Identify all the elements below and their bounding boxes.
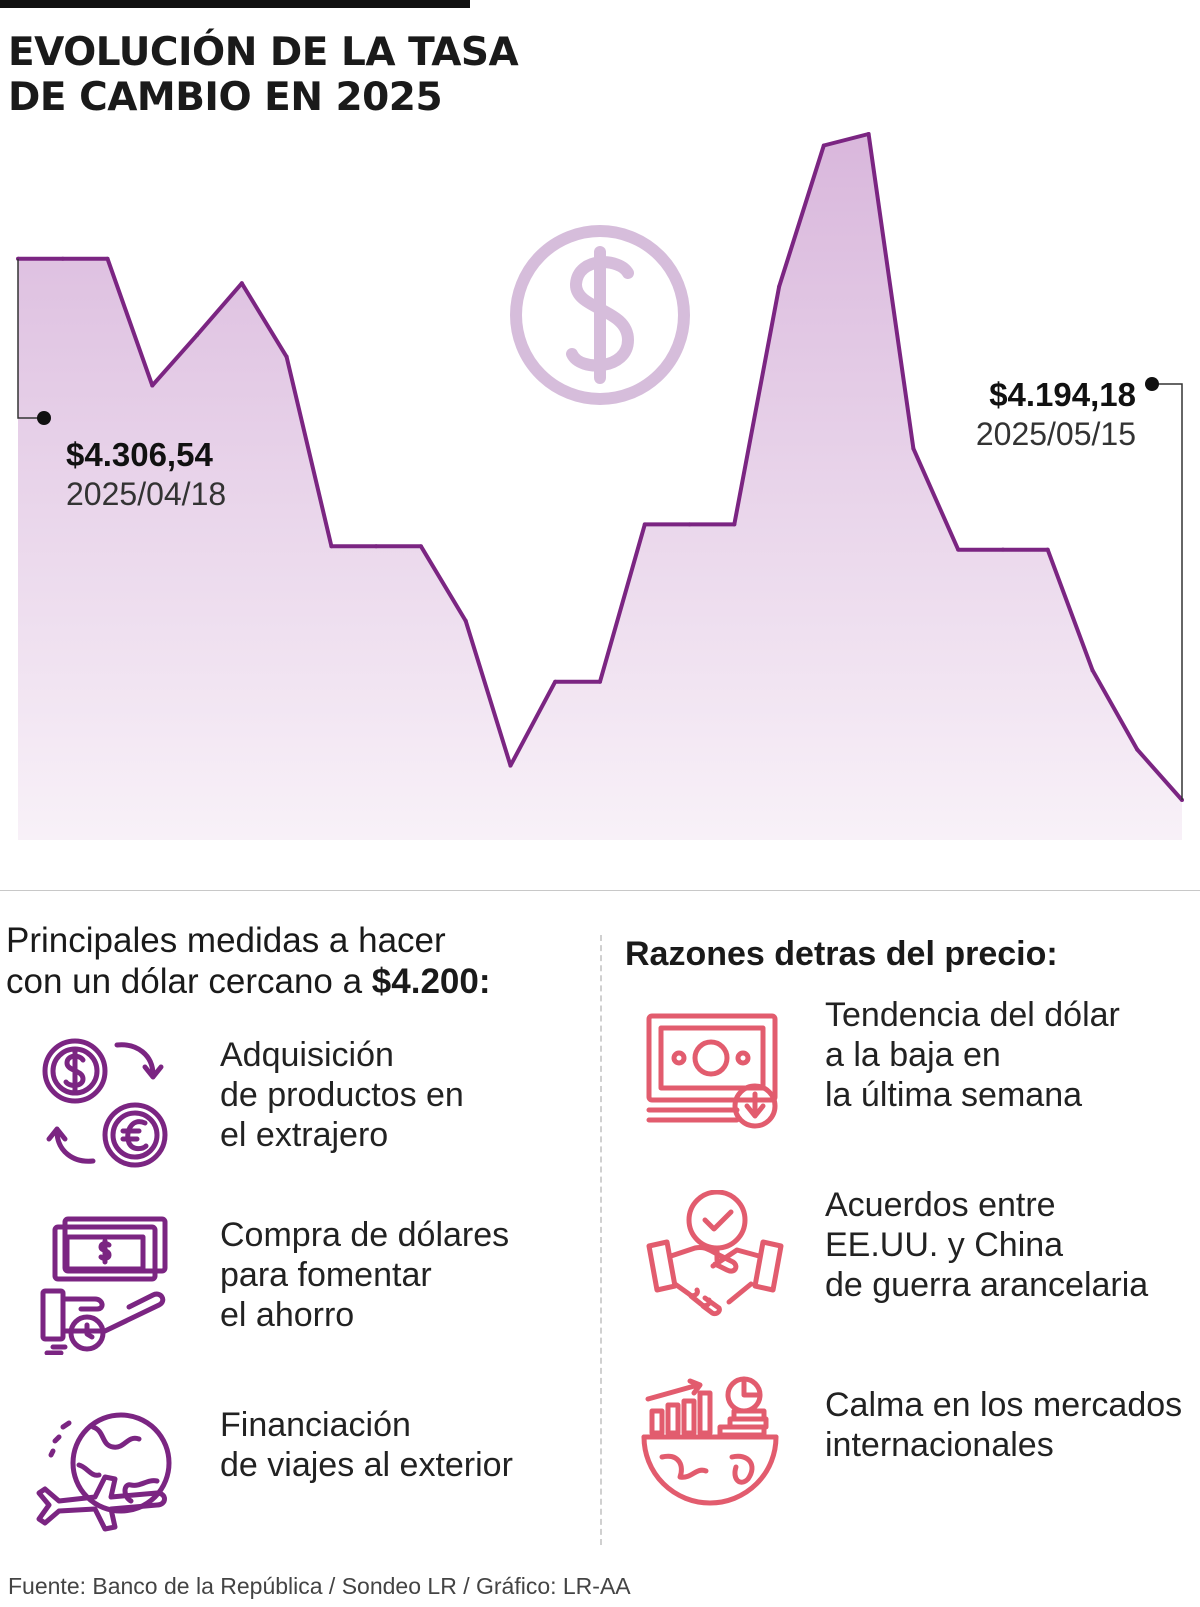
reason-item-1-text: Tendencia del dólar a la baja en la últi… — [825, 995, 1200, 1115]
reason-item-3-text: Calma en los mercados internacionales — [825, 1385, 1200, 1465]
measure-2-line-1: Compra de dólares — [220, 1216, 510, 1254]
measures-title-amount: $4.200: — [371, 962, 491, 1001]
chart-point — [777, 284, 782, 289]
reason-3-line-2: internacionales — [825, 1426, 1054, 1464]
reason-1-line-2: a la baja en — [825, 1036, 1001, 1074]
reasons-title: Razones detras del precio: — [625, 935, 1058, 973]
measures-title-line-1: Principales medidas a hacer — [6, 921, 446, 960]
end-value: $4.194,18 — [989, 376, 1136, 413]
chart-point — [1090, 668, 1095, 673]
reason-1-line-3: la última semana — [825, 1076, 1083, 1114]
measure-2-line-3: el ahorro — [220, 1296, 355, 1334]
reason-1-line-1: Tendencia del dólar — [825, 996, 1120, 1034]
airplane-globe-icon — [36, 1412, 172, 1532]
chart-point — [1000, 547, 1005, 552]
reason-item-2-text: Acuerdos entre EE.UU. y China de guerra … — [825, 1185, 1200, 1305]
reason-3-line-1: Calma en los mercados — [825, 1386, 1183, 1424]
title-line-2: DE CAMBIO EN 2025 — [8, 75, 443, 120]
start-date: 2025/04/18 — [66, 476, 227, 512]
chart-point — [418, 544, 423, 549]
chart-point — [150, 383, 155, 388]
chart-point — [60, 256, 65, 261]
start-value: $4.306,54 — [66, 436, 213, 473]
measure-item-2-text: Compra de dólares para fomentar el ahorr… — [220, 1215, 600, 1335]
chart-point — [105, 256, 110, 261]
global-market-icon — [641, 1376, 779, 1506]
measures-title: Principales medidas a hacer con un dólar… — [6, 920, 586, 1002]
measure-item-1-text: Adquisición de productos en el extrajero — [220, 1035, 600, 1155]
end-date: 2025/05/15 — [975, 416, 1136, 452]
dollar-coin-icon — [510, 225, 690, 405]
chart-point — [195, 332, 200, 337]
measures-title-line-2: con un dólar cercano a — [6, 962, 372, 1001]
measure-1-line-3: el extrajero — [220, 1116, 389, 1154]
chart-point — [598, 679, 602, 684]
chart-point — [1135, 747, 1140, 752]
chart-point — [956, 547, 961, 552]
title-line-1: EVOLUCIÓN DE LA TASA — [8, 30, 519, 75]
chart-point — [374, 544, 379, 549]
measure-1-line-2: de productos en — [220, 1076, 464, 1114]
exchange-rate-chart — [16, 132, 1184, 840]
start-callout-label: $4.306,54 2025/04/18 — [66, 438, 226, 510]
end-callout-leader — [1152, 383, 1183, 800]
chart-point — [284, 354, 289, 359]
chart-point — [463, 618, 468, 623]
currency-exchange-icon — [42, 1038, 168, 1168]
reason-2-line-3: de guerra arancelaria — [825, 1266, 1149, 1304]
reason-2-line-2: EE.UU. y China — [825, 1226, 1064, 1264]
reason-2-line-1: Acuerdos entre — [825, 1186, 1056, 1224]
start-callout-leader — [17, 258, 44, 419]
chart-point — [642, 522, 647, 527]
source-footer: Fuente: Banco de la República / Sondeo L… — [8, 1573, 631, 1599]
chart-point — [732, 522, 737, 527]
chart-point — [1045, 547, 1050, 552]
chart-point — [911, 446, 916, 451]
handshake-check-icon — [646, 1190, 784, 1317]
chart-point — [821, 143, 826, 148]
savings-hand-icon — [40, 1216, 168, 1355]
chart-point — [329, 544, 334, 549]
chart-point — [239, 281, 244, 286]
start-callout-dot — [37, 411, 51, 425]
measure-2-line-2: para fomentar — [220, 1256, 432, 1294]
measure-item-3-text: Financiación de viajes al exterior — [220, 1405, 600, 1485]
measure-3-line-2: de viajes al exterior — [220, 1446, 513, 1484]
measure-3-line-1: Financiación — [220, 1406, 411, 1444]
page-title: EVOLUCIÓN DE LA TASA DE CAMBIO EN 2025 — [8, 30, 608, 120]
chart-area-fill — [18, 134, 1182, 840]
column-divider — [600, 935, 602, 1545]
chart-point — [553, 679, 558, 684]
chart-point — [508, 763, 513, 768]
chart-point — [866, 132, 871, 136]
section-divider — [0, 890, 1200, 891]
top-rule — [0, 0, 470, 8]
chart-point — [687, 522, 692, 527]
end-callout-label: $4.194,18 2025/05/15 — [976, 378, 1136, 450]
measure-1-line-1: Adquisición — [220, 1036, 394, 1074]
end-callout-dot — [1145, 377, 1159, 391]
banknote-down-icon — [646, 1013, 778, 1129]
